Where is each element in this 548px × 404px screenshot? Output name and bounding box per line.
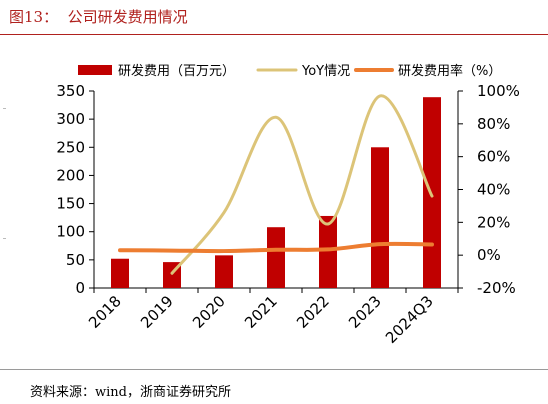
y-right-tick-label: -20%: [477, 279, 516, 297]
y-left-tick-label: 200: [56, 166, 85, 184]
figure-title: 图13： 公司研发费用情况: [9, 8, 188, 26]
figure-header: 图13： 公司研发费用情况: [0, 0, 548, 35]
x-tick-label: 2022: [293, 292, 333, 332]
x-tick-label: 2024Q3: [382, 292, 437, 347]
x-tick-label: 2021: [241, 292, 281, 332]
y-left-tick-label: 300: [56, 110, 85, 128]
legend-label: 研发费用（百万元）: [118, 63, 235, 79]
y-left-tick-label: 100: [56, 223, 85, 241]
legend-label: YoY情况: [301, 64, 350, 79]
yoy-line: [170, 94, 434, 275]
legend-label: 研发费用率（%）: [398, 63, 501, 79]
y-right-tick-label: 100%: [477, 82, 520, 100]
y-left-tick-label: 150: [56, 195, 85, 213]
x-tick-label: 2019: [137, 292, 177, 332]
y-left-tick-label: 50: [66, 251, 85, 269]
y-right-tick-label: 20%: [477, 213, 510, 231]
margin-mark: [3, 238, 6, 239]
bar: [215, 255, 233, 288]
x-tick-label: 2020: [189, 292, 229, 332]
margin-mark: [3, 108, 6, 109]
rd-ratio-line: [118, 241, 434, 254]
bar: [111, 258, 129, 288]
bar: [319, 215, 337, 288]
y-left-tick-label: 0: [75, 279, 85, 297]
x-tick-label: 2023: [345, 292, 385, 332]
bar: [371, 147, 389, 288]
x-tick-label: 2018: [85, 292, 125, 332]
y-left-tick-label: 250: [56, 138, 85, 156]
y-left-tick-label: 350: [56, 82, 85, 100]
y-right-tick-label: 0%: [477, 246, 501, 264]
bar: [267, 227, 285, 288]
legend-swatch: [78, 65, 112, 75]
figure-footer: 资料来源：wind，浙商证券研究所: [0, 369, 548, 404]
y-right-tick-label: 60%: [477, 148, 510, 166]
figure-source: 资料来源：wind，浙商证券研究所: [30, 385, 231, 400]
y-right-tick-label: 40%: [477, 181, 510, 199]
y-right-tick-label: 80%: [477, 115, 510, 133]
